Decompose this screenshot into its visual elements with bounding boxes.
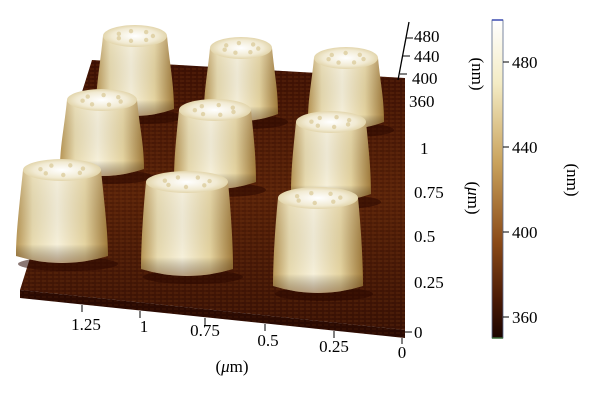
z-axis-tick-label: 360 (409, 92, 435, 111)
y-axis-tick-label: 1 (420, 139, 429, 158)
x-axis-unit: (μm) (215, 357, 248, 376)
colorbar: 480 440 400 360 (nm) (491, 19, 582, 339)
z-axis-tick-label: 400 (412, 69, 438, 88)
colorbar-gradient (491, 19, 504, 339)
x-axis-tick-label: 1 (140, 317, 149, 336)
y-axis-tick-label: 0.5 (414, 227, 435, 246)
colorbar-unit: (nm) (563, 163, 582, 196)
nanopillar (273, 187, 373, 301)
y-axis: 1 0.75 0.5 0.25 0 (μm) (405, 139, 483, 342)
nanopillar-array (16, 25, 394, 301)
colorbar-tick-label: 400 (512, 223, 538, 242)
nanopillar (16, 159, 118, 271)
x-axis-tick-label: 0.25 (319, 337, 349, 356)
y-axis-tick-label: 0.25 (414, 273, 444, 292)
x-axis-tick-label: 0 (398, 343, 407, 362)
nanopillar (60, 89, 154, 184)
x-axis: 1.25 1 0.75 0.5 0.25 0 (μm) (71, 305, 407, 376)
y-axis-unit: (μm) (464, 181, 483, 214)
z-axis: 480 440 400 360 (nm) (397, 21, 487, 111)
nanopillar (141, 171, 243, 284)
colorbar-tick-label: 360 (512, 308, 538, 327)
y-axis-tick-label: 0.75 (414, 183, 444, 202)
z-axis-line (397, 21, 410, 81)
colorbar-tick-label: 440 (512, 138, 538, 157)
x-axis-tick-label: 0.5 (257, 331, 278, 350)
z-axis-unit: (nm) (468, 57, 487, 90)
x-axis-tick-label: 1.25 (71, 315, 101, 334)
colorbar-tick-label: 480 (512, 53, 538, 72)
z-axis-tick-label: 440 (414, 47, 440, 66)
nanopillar (174, 99, 266, 197)
x-axis-tick-label: 0.75 (190, 321, 220, 340)
z-axis-tick-label: 480 (414, 27, 440, 46)
y-axis-tick-label: 0 (414, 323, 423, 342)
